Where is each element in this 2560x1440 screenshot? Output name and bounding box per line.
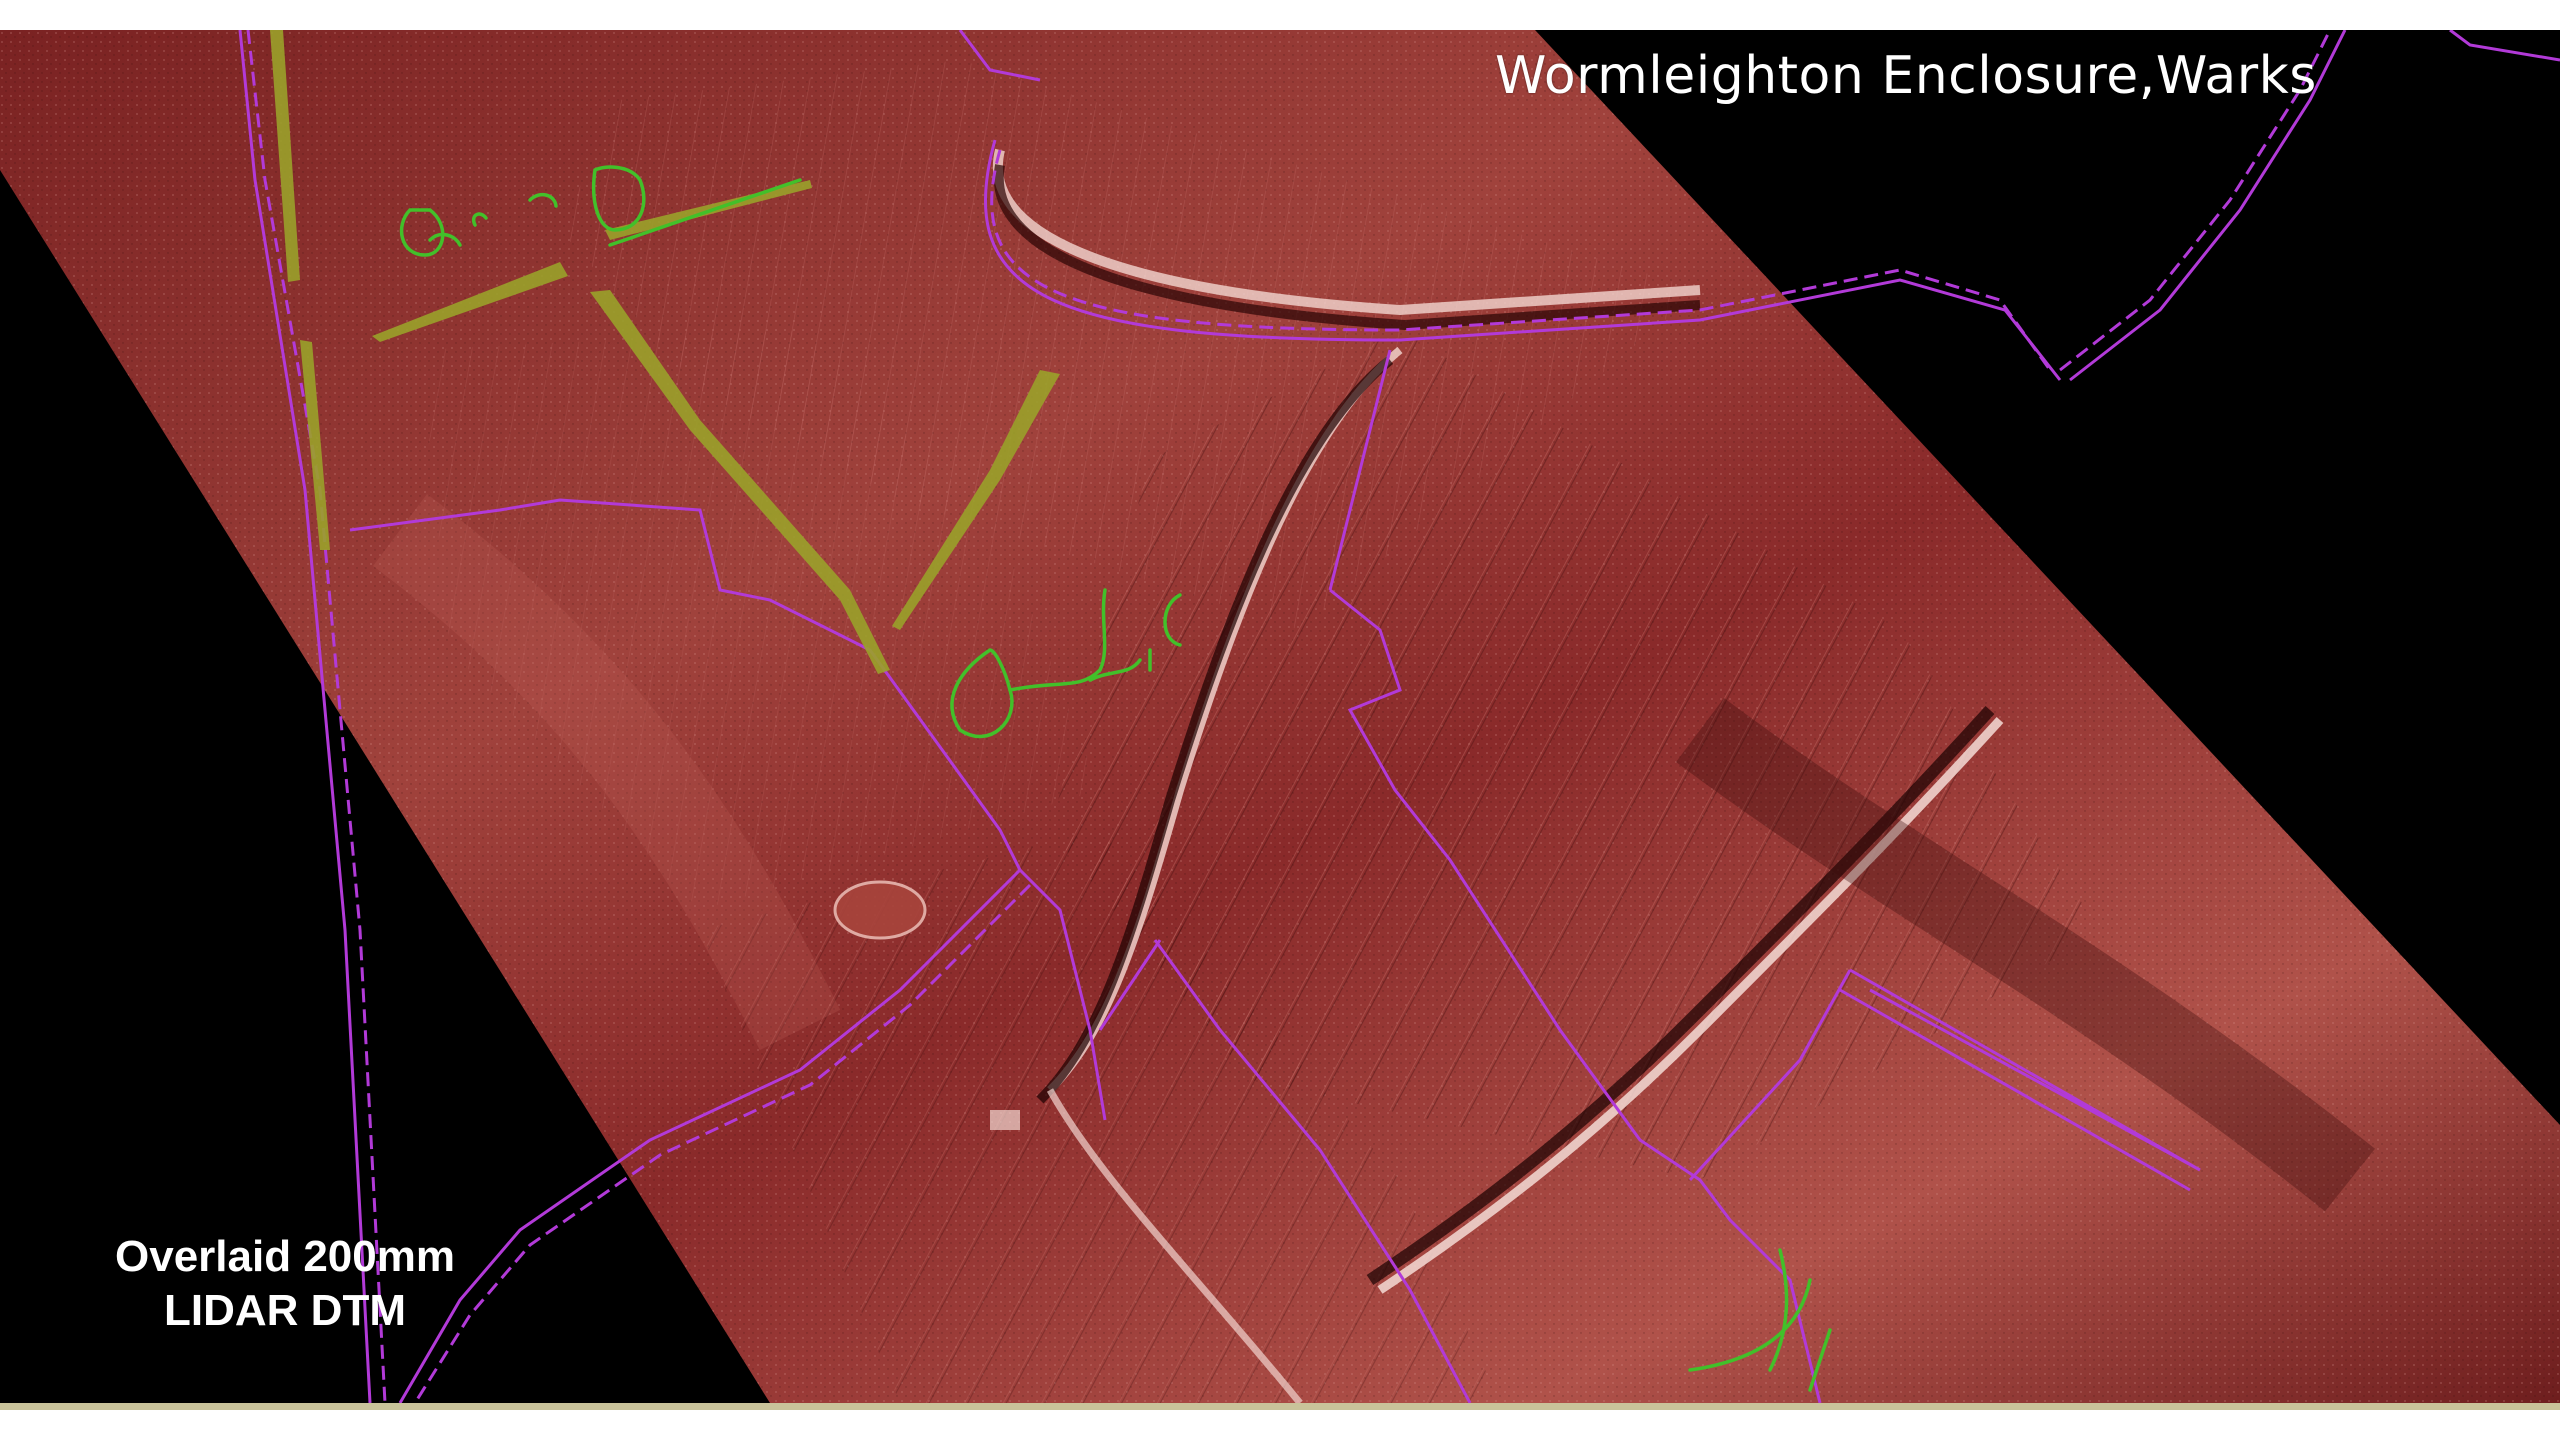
map-title: Wormleighton Enclosure,Warks (1495, 46, 2317, 106)
lidar-map[interactable] (0, 30, 2560, 1403)
map-caption: Overlaid 200mm LIDAR DTM (60, 1230, 510, 1338)
bottom-rule (0, 1403, 2560, 1410)
map-caption-line1: Overlaid 200mm (115, 1232, 455, 1281)
lidar-dtm-strip (0, 30, 2560, 1403)
map-frame[interactable] (0, 30, 2560, 1403)
map-caption-line2: LIDAR DTM (164, 1286, 406, 1335)
annotation-sketches (399, 165, 1832, 1392)
